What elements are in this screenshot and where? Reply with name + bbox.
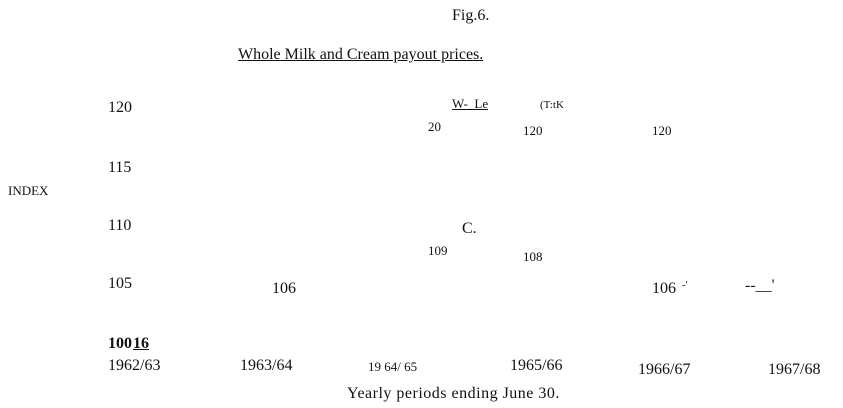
y-tick-label: 100 [108, 335, 132, 352]
x-tick-label: 1965/66 [510, 357, 563, 374]
figure-title: Whole Milk and Cream payout prices. [238, 46, 484, 63]
x-tick-label: 1963/64 [240, 357, 293, 374]
annotation: -' [682, 279, 688, 291]
annotation: --__' [745, 277, 775, 294]
annotation: W-_Le [452, 96, 489, 111]
x-tick-label: 1962/63 [108, 357, 161, 374]
y-tick-label: 105 [108, 275, 132, 292]
y-tick-label: 120 [108, 99, 132, 116]
y-axis-label: INDEX [8, 183, 49, 198]
annotation: 106 [652, 280, 676, 297]
annotation: 108 [523, 249, 543, 264]
annotation: 109 [428, 243, 448, 258]
x-tick-label: 1966/67 [638, 361, 691, 378]
annotation: C. [462, 220, 477, 237]
annotation: 120 [523, 123, 543, 138]
y-tick-mark: 16 [133, 335, 149, 352]
figure-number: Fig.6. [452, 7, 490, 24]
x-tick-label: 1967/68 [768, 361, 821, 378]
x-axis-caption: Yearly periods ending June 30. [347, 385, 560, 402]
annotation: 20 [428, 119, 441, 134]
annotation: (T:tK [540, 99, 564, 111]
y-tick-label: 110 [108, 217, 132, 234]
y-tick-label: 115 [108, 159, 132, 176]
annotation: 120 [652, 123, 672, 138]
x-tick-label: 19 64/ 65 [368, 359, 418, 374]
annotation: 106 [272, 280, 296, 297]
